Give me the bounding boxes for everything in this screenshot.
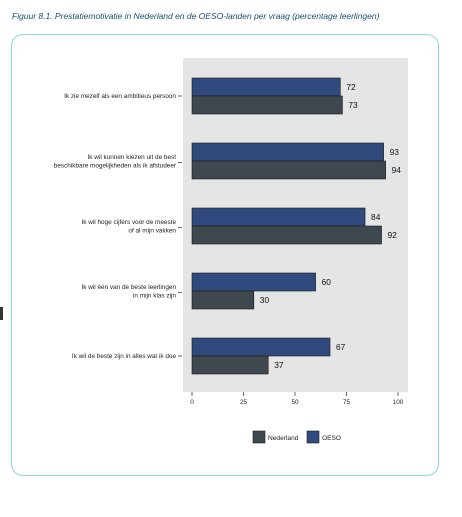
- value-label-oeso-1: 72: [346, 82, 356, 92]
- bar-oeso-1: [191, 77, 341, 97]
- bar-nederland-2: [191, 160, 386, 180]
- x-tick-label-0: 0: [190, 399, 194, 406]
- bar-nederland-4: [191, 290, 255, 310]
- bar-nederland-1: [191, 95, 343, 115]
- value-label-nederland-1: 73: [348, 100, 358, 110]
- bar-oeso-5: [191, 337, 331, 357]
- category-labels: Ik zie mezelf als een ambitieus persoon I…: [54, 93, 182, 360]
- bar-oeso-4: [191, 272, 316, 292]
- bar-nederland-3: [191, 225, 382, 245]
- x-axis-ticks: 0 25 50 75 100: [190, 392, 404, 406]
- x-tick-label-100: 100: [393, 399, 404, 406]
- bar-oeso-3: [191, 207, 366, 227]
- figure-frame: [11, 34, 439, 476]
- bar-nederland-5: [191, 355, 269, 375]
- category-label-1: Ik zie mezelf als een ambitieus persoon: [64, 93, 176, 100]
- category-label-4: in mijn klas zijn: [133, 292, 176, 299]
- value-label-oeso-4: 60: [322, 277, 332, 287]
- category-label-3: Ik wil hoge cijfers voor de meeste: [82, 219, 177, 226]
- legend: Nederland OESO: [252, 430, 341, 444]
- value-label-nederland-4: 30: [260, 295, 270, 305]
- category-label-5: Ik wil de beste zijn in alles wat ik doe: [72, 353, 177, 360]
- x-tick-label-75: 75: [343, 399, 351, 406]
- value-label-nederland-5: 37: [274, 360, 284, 370]
- category-label-3: of al mijn vakken: [128, 227, 176, 234]
- legend-swatch-nederland: [252, 430, 266, 444]
- legend-label-nederland: Nederland: [268, 435, 299, 442]
- value-label-oeso-3: 84: [371, 212, 381, 222]
- category-label-2: Ik wil kunnen kiezen uit de best: [88, 154, 177, 161]
- side-mark: [0, 307, 3, 320]
- value-label-oeso-2: 93: [390, 147, 400, 157]
- legend-label-oeso: OESO: [322, 435, 341, 442]
- bar-oeso-2: [191, 142, 384, 162]
- value-label-nederland-3: 92: [388, 230, 398, 240]
- legend-swatch-oeso: [306, 430, 320, 444]
- value-label-oeso-5: 67: [336, 342, 346, 352]
- figure-title: Figuur 8.1. Prestatiemotivatie in Nederl…: [12, 11, 380, 21]
- x-tick-label-50: 50: [291, 399, 299, 406]
- value-label-nederland-2: 94: [392, 165, 402, 175]
- bars: 72 73 93 94 84 92 60 30 67 37: [191, 77, 402, 375]
- category-label-2: beschikbare mogelijkheden als ik afstude…: [54, 162, 177, 169]
- category-label-4: Ik wil één van de beste leerlingen: [82, 284, 177, 291]
- x-tick-label-25: 25: [240, 399, 248, 406]
